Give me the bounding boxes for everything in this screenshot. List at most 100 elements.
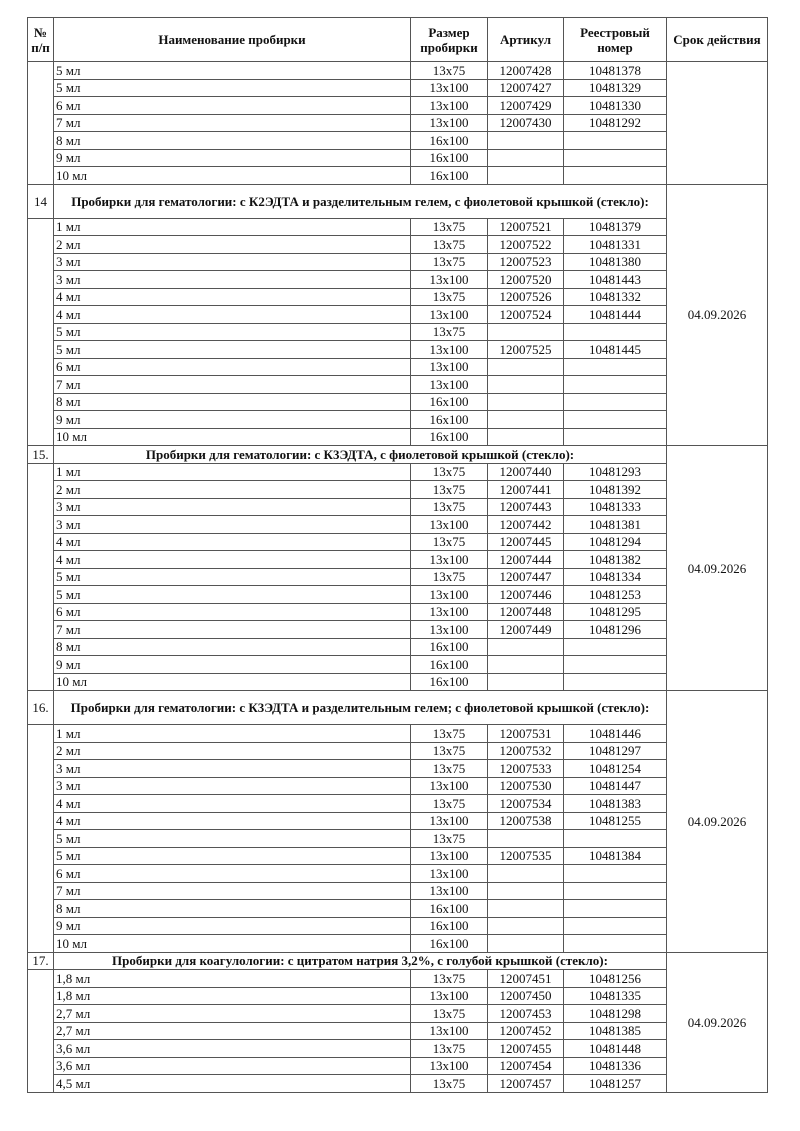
tube-volume: 5 мл: [53, 829, 411, 848]
registry-number: 10481378: [563, 61, 667, 80]
tube-size: 13x100: [410, 96, 488, 115]
article-number: 12007440: [487, 462, 564, 481]
registry-number: [563, 881, 667, 900]
table-row: 7 мл 13x100: [28, 375, 768, 394]
tube-size: 13x100: [410, 357, 488, 376]
table-row: 4 мл 13x100 12007524 10481444: [28, 305, 768, 324]
table-row: 1,8 мл 13x100 12007450 10481335: [28, 986, 768, 1005]
tube-volume: 4,5 мл: [53, 1074, 411, 1093]
registry-number: 10481380: [563, 252, 667, 271]
tube-volume: 10 мл: [53, 427, 411, 446]
article-number: 12007455: [487, 1039, 564, 1058]
table-row: 3,6 мл 13x75 12007455 10481448: [28, 1039, 768, 1058]
article-number: 12007449: [487, 620, 564, 639]
tube-volume: 8 мл: [53, 637, 411, 656]
tube-size: 16x100: [410, 131, 488, 150]
tube-size: 16x100: [410, 410, 488, 429]
article-number: 12007521: [487, 217, 564, 236]
registry-number: [563, 637, 667, 656]
tube-volume: 3 мл: [53, 515, 411, 534]
tube-size: 13x75: [410, 61, 488, 80]
tube-volume: 5 мл: [53, 846, 411, 865]
article-number: [487, 655, 564, 674]
table-row: 6 мл 13x100: [28, 864, 768, 883]
tube-volume: 2 мл: [53, 480, 411, 499]
registry-number: 10481253: [563, 585, 667, 604]
expiry-date: 04.09.2026: [666, 183, 768, 446]
tube-size: 13x100: [410, 1056, 488, 1075]
table-row: 4 мл 13x75 12007526 10481332: [28, 287, 768, 306]
tube-volume: 5 мл: [53, 61, 411, 80]
tube-size: 13x75: [410, 741, 488, 760]
registry-number: 10481334: [563, 567, 667, 586]
tube-size: 13x100: [410, 340, 488, 359]
table-row: 8 мл 16x100: [28, 392, 768, 411]
tube-volume: 3,6 мл: [53, 1039, 411, 1058]
registry-number: [563, 375, 667, 394]
tube-size: 13x75: [410, 1004, 488, 1023]
article-number: [487, 357, 564, 376]
table-row: 2 мл 13x75 12007441 10481392: [28, 480, 768, 499]
number-spacer-cell: [27, 969, 54, 1093]
table-row: 1 мл 13x75 12007440 10481293: [27, 462, 768, 691]
section-title: Пробирки для коагулологии: с цитратом на…: [53, 951, 667, 970]
registry-number: 10481382: [563, 550, 667, 569]
tube-size: 13x100: [410, 846, 488, 865]
table-row: 3 мл 13x100 12007442 10481381: [28, 515, 768, 534]
tube-size: 13x75: [410, 759, 488, 778]
table-row: 4 мл 13x75 12007534 10481383: [28, 794, 768, 813]
tube-volume: 2 мл: [53, 741, 411, 760]
tube-size: 13x75: [410, 969, 488, 988]
tube-size: 13x75: [410, 497, 488, 516]
article-number: 12007530: [487, 776, 564, 795]
article-number: 12007523: [487, 252, 564, 271]
article-number: 12007446: [487, 585, 564, 604]
tube-volume: 4 мл: [53, 811, 411, 830]
registry-number: 10481297: [563, 741, 667, 760]
tube-volume: 9 мл: [53, 916, 411, 935]
tube-size: 16x100: [410, 899, 488, 918]
table-row: 6 мл 13x100: [28, 357, 768, 376]
article-number: [487, 131, 564, 150]
table-row: 9 мл 16x100: [28, 410, 768, 429]
article-number: [487, 881, 564, 900]
tube-volume: 4 мл: [53, 287, 411, 306]
article-number: 12007454: [487, 1056, 564, 1075]
table-row: 10 мл 16x100: [28, 166, 768, 185]
article-number: [487, 410, 564, 429]
article-number: [487, 864, 564, 883]
tube-volume: 4 мл: [53, 305, 411, 324]
tube-size: 13x75: [410, 480, 488, 499]
tube-size: 13x100: [410, 776, 488, 795]
article-number: 12007526: [487, 287, 564, 306]
section-number: 15.: [27, 445, 54, 464]
article-number: 12007445: [487, 532, 564, 551]
article-number: 12007453: [487, 1004, 564, 1023]
article-number: 12007524: [487, 305, 564, 324]
number-spacer-cell: [27, 217, 54, 446]
tube-size: 13x100: [410, 881, 488, 900]
table-row: 5 мл 13x75 12007447 10481334: [28, 567, 768, 586]
tube-size: 13x75: [410, 724, 488, 743]
article-number: 12007533: [487, 759, 564, 778]
table-row: 8 мл 16x100: [28, 131, 768, 150]
registry-number: 10481298: [563, 1004, 667, 1023]
registry-number: 10481384: [563, 846, 667, 865]
registry-number: 10481292: [563, 113, 667, 132]
tube-size: 16x100: [410, 427, 488, 446]
registry-number: 10481448: [563, 1039, 667, 1058]
tube-volume: 4 мл: [53, 532, 411, 551]
expiry-date: 04.09.2026: [666, 951, 768, 1093]
expiry-date: 04.09.2026: [666, 690, 768, 953]
article-number: 12007428: [487, 61, 564, 80]
registry-number: 10481444: [563, 305, 667, 324]
registry-number: 10481254: [563, 759, 667, 778]
tube-size: 13x100: [410, 550, 488, 569]
tube-size: 13x100: [410, 585, 488, 604]
registry-number: 10481294: [563, 532, 667, 551]
tube-size: 13x75: [410, 829, 488, 848]
table-row: 2 мл 13x75 12007532 10481297: [28, 741, 768, 760]
registry-number: [563, 131, 667, 150]
tube-size: 13x100: [410, 78, 488, 97]
registry-number: 10481332: [563, 287, 667, 306]
